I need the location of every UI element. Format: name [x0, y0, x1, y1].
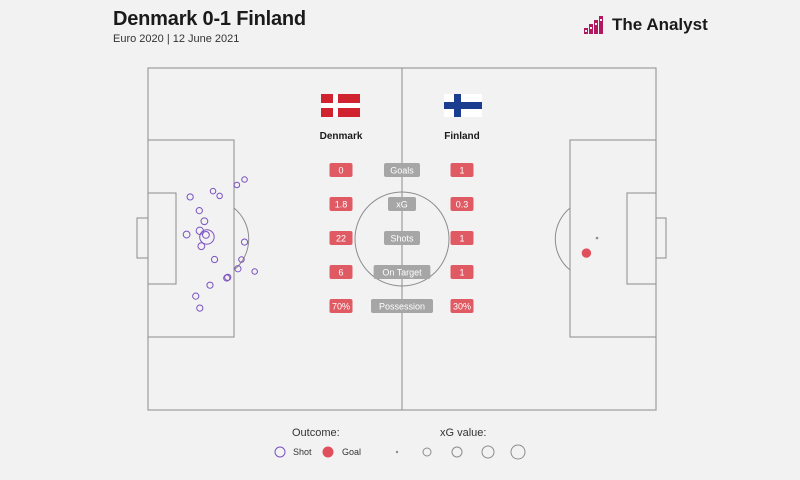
goal-right	[655, 217, 667, 259]
penalty-area-right	[569, 139, 657, 338]
shot-marker-denmark-0	[209, 187, 217, 195]
finland-flag	[444, 94, 482, 117]
shot-marker-denmark-2	[233, 181, 241, 189]
pitch-lines	[136, 67, 667, 411]
stat-label-possession: Possession	[371, 299, 433, 313]
stat-label-xg: xG	[388, 197, 416, 211]
legend	[274, 444, 526, 460]
home-team-name: Denmark	[320, 131, 363, 142]
shot-marker-denmark-8	[202, 230, 210, 239]
legend-xg-size-2	[422, 447, 432, 457]
svg-text:Possession: Possession	[379, 302, 425, 312]
svg-text:1: 1	[459, 268, 464, 278]
svg-text:70%: 70%	[332, 302, 350, 312]
legend-shot-label: Shot	[293, 447, 312, 457]
svg-text:On Target: On Target	[382, 268, 422, 278]
svg-text:0: 0	[338, 166, 343, 176]
stat-away-goals: 1	[450, 163, 474, 177]
stat-label-goals: Goals	[384, 163, 420, 177]
svg-text:1.8: 1.8	[335, 200, 348, 210]
shot-marker-denmark-6	[200, 217, 209, 226]
svg-text:0.3: 0.3	[456, 200, 469, 210]
goal-marker-finland-0	[581, 248, 592, 258]
shot-marker-denmark-15	[234, 265, 242, 273]
shot-marker-denmark-17	[223, 274, 231, 282]
shot-marker-denmark-11	[240, 238, 249, 246]
legend-xg-size-3	[451, 446, 463, 458]
svg-text:Shots: Shots	[390, 234, 414, 244]
legend-xg-size-1	[395, 450, 399, 454]
page-subtitle: Euro 2020 | 12 June 2021	[113, 33, 240, 45]
shot-marker-denmark-19	[206, 281, 214, 289]
svg-text:30%: 30%	[453, 302, 471, 312]
shot-marker-denmark-5	[195, 207, 203, 215]
svg-text:1: 1	[459, 234, 464, 244]
away-team-name: Finland	[444, 131, 480, 142]
shot-marker-denmark-16	[251, 268, 258, 275]
stat-home-goals: 0	[329, 163, 353, 177]
stat-home-xg: 1.8	[329, 197, 353, 211]
shot-marker-denmark-21	[196, 304, 204, 312]
legend-xg-title: xG value:	[440, 427, 487, 439]
legend-goal-label: Goal	[342, 447, 362, 457]
legend-xg-size-4	[481, 445, 495, 459]
legend-outcome-title: Outcome:	[292, 427, 340, 439]
centre-circle	[354, 191, 450, 287]
stat-away-xg: 0.3	[450, 197, 474, 211]
shot-marker-denmark-9	[182, 230, 191, 239]
svg-text:Goals: Goals	[390, 166, 414, 176]
goal-left	[136, 217, 149, 259]
svg-text:6: 6	[338, 268, 343, 278]
svg-text:22: 22	[336, 234, 346, 244]
svg-text:xG: xG	[396, 200, 408, 210]
shot-marker-denmark-12	[197, 242, 206, 251]
six-yard-box-right	[626, 192, 657, 285]
stat-home-on-target: 6	[329, 265, 353, 279]
stats-table: 0 Goals 1 1.8 xG 0.3 22 Shots 1 6 On Target 1 70% Pos…	[329, 163, 474, 313]
shot-marker-denmark-10	[199, 229, 215, 245]
legend-shot-marker	[274, 446, 286, 458]
stat-away-possession: 30%	[450, 299, 474, 313]
legend-xg-size-5	[510, 444, 526, 460]
shot-marker-denmark-4	[186, 193, 194, 201]
stat-away-on-target: 1	[450, 265, 474, 279]
brand-name: The Analyst	[612, 15, 708, 34]
brand-mark-icon	[584, 16, 603, 34]
svg-text:1: 1	[459, 166, 464, 176]
denmark-flag	[321, 94, 360, 117]
shot-marker-denmark-18	[224, 273, 232, 281]
shot-marker-denmark-14	[238, 256, 245, 263]
shot-marker-denmark-13	[210, 255, 219, 264]
shot-marker-denmark-20	[192, 292, 200, 300]
stat-home-shots: 22	[329, 231, 353, 245]
stat-home-possession: 70%	[329, 299, 353, 313]
stat-away-shots: 1	[450, 231, 474, 245]
penalty-spot-right	[595, 236, 599, 240]
shot-marker-denmark-3	[216, 192, 223, 200]
page-title: Denmark 0-1 Finland	[113, 8, 306, 30]
shot-marker-denmark-1	[241, 176, 248, 183]
penalty-arc-left	[233, 207, 250, 271]
stat-label-shots: Shots	[384, 231, 420, 245]
stat-label-on-target: On Target	[373, 265, 431, 279]
brand-logo: The Analyst	[582, 14, 708, 36]
shot-markers	[182, 176, 592, 312]
penalty-area-left	[147, 139, 235, 338]
penalty-arc-right	[554, 207, 571, 271]
six-yard-box-left	[147, 192, 177, 285]
legend-goal-marker	[322, 446, 334, 458]
